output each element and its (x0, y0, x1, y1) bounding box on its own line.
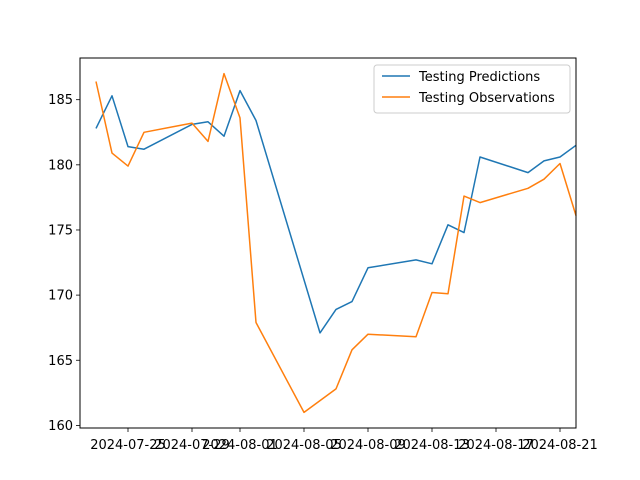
legend-label-observations: Testing Observations (418, 91, 555, 106)
series-line-observations (95, 72, 577, 414)
legend-label-predictions: Testing Predictions (418, 70, 540, 85)
x-tick-label: 2024-07-29 (154, 438, 230, 453)
x-tick-label: 2024-07-25 (90, 438, 166, 453)
y-axis: 160 165 170 175 180 185 (48, 93, 80, 434)
y-tick-label: 185 (48, 93, 73, 108)
x-tick-label: 2024-08-09 (330, 438, 406, 453)
plot-lines (95, 72, 577, 414)
x-tick-label: 2024-08-01 (202, 438, 278, 453)
y-tick-label: 180 (48, 158, 73, 173)
x-tick-label: 2024-08-17 (458, 438, 534, 453)
legend: Testing Predictions Testing Observations (373, 64, 571, 114)
series-line-predictions (95, 89, 577, 334)
legend-box (373, 64, 571, 114)
x-tick-label: 2024-08-05 (266, 438, 342, 453)
y-tick-label: 160 (48, 419, 73, 434)
x-axis: 2024-07-252024-07-292024-08-012024-08-05… (90, 428, 598, 453)
y-tick-label: 175 (48, 223, 73, 238)
y-tick-label: 165 (48, 354, 73, 369)
y-tick-label: 170 (48, 289, 73, 304)
plot-frame (79, 57, 577, 429)
x-tick-label: 2024-08-21 (522, 438, 598, 453)
x-tick-label: 2024-08-13 (394, 438, 470, 453)
